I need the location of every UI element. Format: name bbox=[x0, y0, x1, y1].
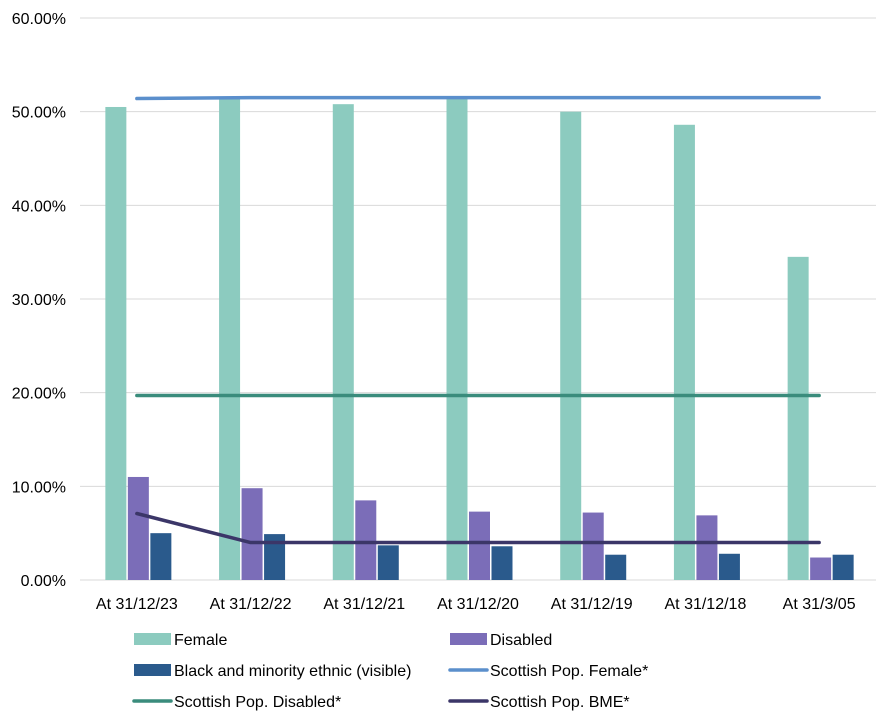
line-scottish-pop-female bbox=[135, 95, 821, 101]
x-axis-tick-labels: At 31/12/23 At 31/12/22 At 31/12/21 At 31/1… bbox=[96, 596, 856, 613]
y-tick-label: 50.00% bbox=[12, 105, 66, 122]
bar-black-and-minority-ethnic-visible bbox=[718, 553, 740, 580]
x-tick-label: At 31/3/05 bbox=[783, 596, 856, 613]
line-scottish-pop-bme bbox=[135, 511, 821, 545]
bars bbox=[105, 97, 854, 581]
legend-label: Disabled bbox=[490, 632, 552, 649]
bar-disabled bbox=[241, 488, 263, 580]
bar-black-and-minority-ethnic-visible bbox=[605, 554, 627, 580]
x-tick-label: At 31/12/18 bbox=[665, 596, 747, 613]
x-tick-label: At 31/12/22 bbox=[210, 596, 292, 613]
legend-item-scottish-pop-female: Scottish Pop. Female* bbox=[448, 663, 648, 680]
bar-disabled bbox=[469, 511, 490, 580]
bar-female bbox=[219, 97, 241, 580]
bar-disabled bbox=[355, 500, 377, 580]
bar-female bbox=[332, 104, 354, 580]
bar-disabled bbox=[582, 512, 604, 580]
legend-label: Scottish Pop. Disabled* bbox=[174, 694, 341, 711]
legend-label: Black and minority ethnic (visible) bbox=[174, 663, 411, 680]
bar-black-and-minority-ethnic-visible bbox=[377, 545, 399, 580]
series-lines bbox=[135, 95, 821, 545]
bar-disabled bbox=[696, 515, 718, 580]
bar-female bbox=[673, 124, 695, 580]
legend-swatch bbox=[134, 664, 171, 676]
bar-black-and-minority-ethnic-visible bbox=[832, 554, 854, 580]
legend-label: Scottish Pop. Female* bbox=[490, 663, 648, 680]
bar-disabled bbox=[810, 557, 832, 580]
legend-swatch bbox=[134, 633, 171, 645]
y-tick-label: 40.00% bbox=[12, 198, 66, 215]
legend-label: Scottish Pop. BME* bbox=[490, 694, 630, 711]
x-tick-label: At 31/12/19 bbox=[551, 596, 633, 613]
y-tick-label: 10.00% bbox=[12, 479, 66, 496]
legend-label: Female bbox=[174, 632, 227, 649]
bar-black-and-minority-ethnic-visible bbox=[150, 533, 172, 580]
legend-item-scottish-pop-disabled: Scottish Pop. Disabled* bbox=[132, 694, 341, 711]
y-tick-label: 60.00% bbox=[12, 11, 66, 28]
y-axis-tick-labels: 0.00% 10.00% 20.00% 30.00% 40.00% 50.00% 60.00… bbox=[12, 11, 66, 590]
bar-female bbox=[560, 111, 582, 581]
x-tick-label: At 31/12/20 bbox=[437, 596, 519, 613]
legend-item-scottish-pop-bme: Scottish Pop. BME* bbox=[448, 694, 630, 711]
gridlines bbox=[80, 17, 876, 581]
legend-item-female: Female bbox=[134, 632, 227, 649]
bar-female bbox=[446, 97, 468, 580]
y-tick-label: 0.00% bbox=[21, 573, 66, 590]
legend-swatch bbox=[450, 633, 487, 645]
legend-item-disabled: Disabled bbox=[450, 632, 552, 649]
x-tick-label: At 31/12/23 bbox=[96, 596, 178, 613]
legend: Female Disabled Black and minority ethnic … bbox=[132, 632, 648, 711]
x-tick-label: At 31/12/21 bbox=[323, 596, 405, 613]
y-tick-label: 30.00% bbox=[12, 292, 66, 309]
bar-disabled bbox=[127, 476, 149, 580]
bar-female bbox=[787, 256, 809, 580]
y-tick-label: 20.00% bbox=[12, 386, 66, 403]
bar-black-and-minority-ethnic-visible bbox=[491, 546, 513, 580]
bar-black-and-minority-ethnic-visible bbox=[264, 534, 286, 580]
bar-female bbox=[105, 106, 127, 580]
legend-item-black-and-minority-ethnic-visible: Black and minority ethnic (visible) bbox=[134, 663, 411, 680]
